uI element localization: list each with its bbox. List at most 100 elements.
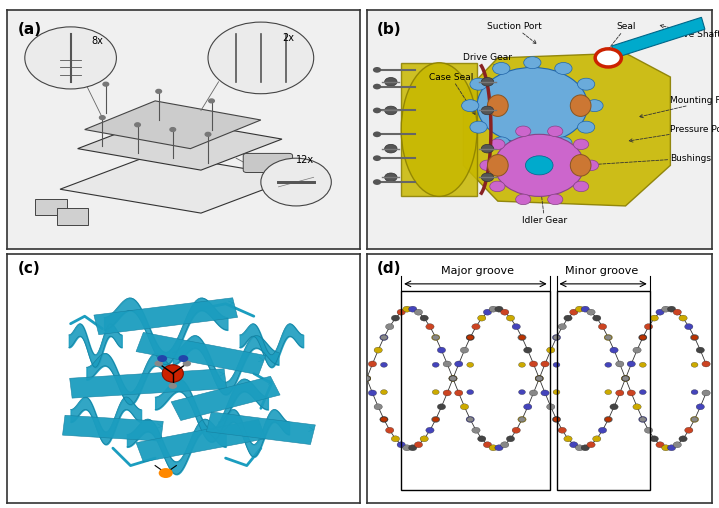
Circle shape [420,315,429,321]
Circle shape [581,445,590,451]
Circle shape [548,194,563,205]
Polygon shape [136,420,266,462]
Circle shape [156,89,162,93]
Circle shape [529,390,538,396]
Circle shape [516,194,531,205]
Circle shape [178,355,188,362]
Circle shape [397,309,406,315]
Circle shape [495,134,584,197]
Circle shape [518,417,526,422]
Circle shape [684,324,693,330]
Ellipse shape [162,365,183,382]
Ellipse shape [487,95,508,116]
Circle shape [592,315,601,321]
Circle shape [99,116,105,119]
Circle shape [157,355,167,362]
Circle shape [414,309,423,315]
Circle shape [449,376,457,381]
Circle shape [437,404,446,410]
Circle shape [575,445,584,451]
Circle shape [621,375,630,382]
Circle shape [432,390,439,395]
Circle shape [604,417,613,423]
Circle shape [518,334,526,340]
Circle shape [432,335,439,340]
Circle shape [564,315,572,321]
Circle shape [541,390,549,396]
Circle shape [546,404,555,410]
Circle shape [673,442,682,448]
Text: 8x: 8x [92,36,104,46]
Circle shape [691,362,698,367]
Circle shape [403,306,411,312]
Circle shape [480,160,495,171]
Circle shape [426,324,434,330]
Text: Pressure Port: Pressure Port [629,125,719,142]
Circle shape [553,335,560,340]
Circle shape [644,427,653,433]
FancyBboxPatch shape [57,208,88,225]
Bar [557,292,650,491]
Circle shape [518,335,526,340]
Circle shape [523,143,541,154]
Polygon shape [136,332,266,375]
Text: (b): (b) [377,22,402,37]
Circle shape [622,376,629,381]
Circle shape [443,390,452,396]
Circle shape [691,417,698,422]
Circle shape [696,404,705,410]
Circle shape [500,309,509,315]
Circle shape [518,362,526,367]
Circle shape [374,404,383,410]
Circle shape [587,442,595,448]
Circle shape [691,390,698,395]
Circle shape [483,442,492,448]
Circle shape [650,436,659,442]
Text: Drive Shaft: Drive Shaft [660,24,719,39]
Text: 12x: 12x [296,155,314,165]
Circle shape [449,376,457,381]
Circle shape [373,84,381,89]
Circle shape [553,390,560,395]
Circle shape [598,427,607,433]
Text: 2x: 2x [282,33,294,43]
Polygon shape [60,153,296,213]
Circle shape [391,436,400,442]
Circle shape [622,376,629,381]
Circle shape [385,427,394,433]
Circle shape [574,181,589,192]
Text: Mounting Flange: Mounting Flange [639,97,719,118]
Circle shape [627,361,636,367]
Circle shape [208,22,313,94]
Ellipse shape [401,62,477,197]
Circle shape [414,442,423,448]
Circle shape [483,309,492,315]
Circle shape [481,173,494,181]
Circle shape [454,390,463,396]
Circle shape [679,436,687,442]
Ellipse shape [487,154,508,176]
Circle shape [477,436,486,442]
Text: (d): (d) [377,262,401,276]
Circle shape [604,334,613,340]
Circle shape [490,181,505,192]
Circle shape [526,156,553,175]
Polygon shape [70,369,226,398]
Circle shape [460,347,469,353]
Circle shape [449,375,457,382]
Circle shape [183,361,191,366]
Circle shape [684,427,693,433]
Circle shape [489,445,498,451]
Circle shape [546,347,555,353]
Text: (c): (c) [18,262,40,276]
Circle shape [477,315,486,321]
Circle shape [506,436,515,442]
Circle shape [373,108,381,113]
Circle shape [368,361,377,367]
Circle shape [575,306,584,312]
Circle shape [437,347,446,353]
Circle shape [656,442,664,448]
Circle shape [374,347,383,353]
Bar [401,292,549,491]
Circle shape [467,335,474,340]
